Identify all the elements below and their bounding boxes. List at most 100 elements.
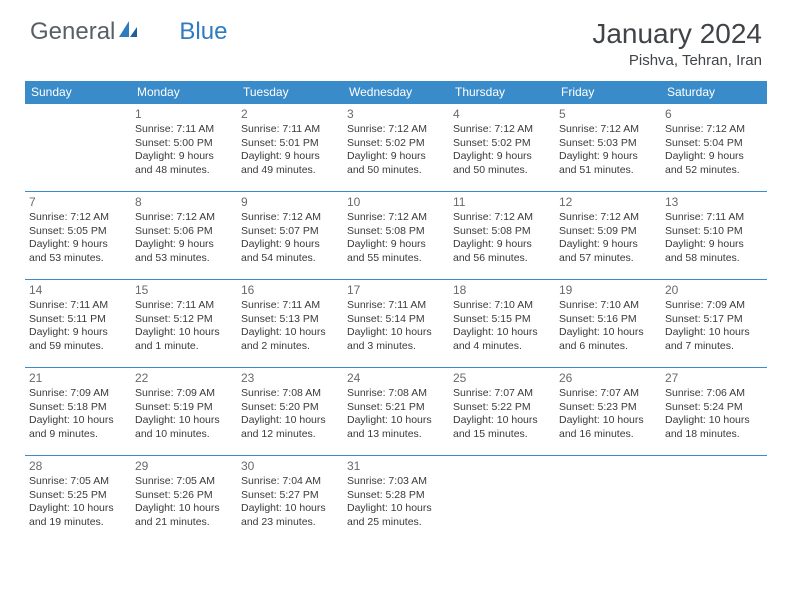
sunset-text: Sunset: 5:07 PM xyxy=(241,225,339,238)
sunset-text: Sunset: 5:00 PM xyxy=(135,137,233,150)
daylight-text: Daylight: 10 hours and 25 minutes. xyxy=(347,502,445,529)
calendar-empty-cell xyxy=(661,456,767,544)
calendar-day-cell: 3Sunrise: 7:12 AMSunset: 5:02 PMDaylight… xyxy=(343,104,449,192)
day-number: 2 xyxy=(241,107,339,122)
day-number: 19 xyxy=(559,283,657,298)
sunset-text: Sunset: 5:10 PM xyxy=(665,225,763,238)
daylight-text: Daylight: 10 hours and 16 minutes. xyxy=(559,414,657,441)
sunrise-text: Sunrise: 7:11 AM xyxy=(135,299,233,312)
day-number: 13 xyxy=(665,195,763,210)
sunset-text: Sunset: 5:09 PM xyxy=(559,225,657,238)
sunset-text: Sunset: 5:06 PM xyxy=(135,225,233,238)
sunset-text: Sunset: 5:04 PM xyxy=(665,137,763,150)
calendar-day-cell: 5Sunrise: 7:12 AMSunset: 5:03 PMDaylight… xyxy=(555,104,661,192)
calendar-day-cell: 6Sunrise: 7:12 AMSunset: 5:04 PMDaylight… xyxy=(661,104,767,192)
daylight-text: Daylight: 9 hours and 51 minutes. xyxy=(559,150,657,177)
calendar-day-cell: 18Sunrise: 7:10 AMSunset: 5:15 PMDayligh… xyxy=(449,280,555,368)
calendar-week-row: 1Sunrise: 7:11 AMSunset: 5:00 PMDaylight… xyxy=(25,104,767,192)
calendar-day-cell: 7Sunrise: 7:12 AMSunset: 5:05 PMDaylight… xyxy=(25,192,131,280)
calendar-week-row: 28Sunrise: 7:05 AMSunset: 5:25 PMDayligh… xyxy=(25,456,767,544)
sunrise-text: Sunrise: 7:12 AM xyxy=(29,211,127,224)
calendar-day-cell: 14Sunrise: 7:11 AMSunset: 5:11 PMDayligh… xyxy=(25,280,131,368)
sunrise-text: Sunrise: 7:12 AM xyxy=(241,211,339,224)
weekday-header: Tuesday xyxy=(237,81,343,104)
calendar-day-cell: 31Sunrise: 7:03 AMSunset: 5:28 PMDayligh… xyxy=(343,456,449,544)
sunrise-text: Sunrise: 7:08 AM xyxy=(347,387,445,400)
sunset-text: Sunset: 5:27 PM xyxy=(241,489,339,502)
daylight-text: Daylight: 10 hours and 3 minutes. xyxy=(347,326,445,353)
sunset-text: Sunset: 5:21 PM xyxy=(347,401,445,414)
sunset-text: Sunset: 5:13 PM xyxy=(241,313,339,326)
daylight-text: Daylight: 9 hours and 53 minutes. xyxy=(135,238,233,265)
sunrise-text: Sunrise: 7:07 AM xyxy=(559,387,657,400)
daylight-text: Daylight: 10 hours and 19 minutes. xyxy=(29,502,127,529)
day-number: 20 xyxy=(665,283,763,298)
daylight-text: Daylight: 10 hours and 21 minutes. xyxy=(135,502,233,529)
day-number: 24 xyxy=(347,371,445,386)
daylight-text: Daylight: 10 hours and 23 minutes. xyxy=(241,502,339,529)
sunrise-text: Sunrise: 7:06 AM xyxy=(665,387,763,400)
sunrise-text: Sunrise: 7:09 AM xyxy=(29,387,127,400)
sunrise-text: Sunrise: 7:07 AM xyxy=(453,387,551,400)
calendar-empty-cell xyxy=(25,104,131,192)
day-number: 25 xyxy=(453,371,551,386)
sunrise-text: Sunrise: 7:11 AM xyxy=(241,299,339,312)
daylight-text: Daylight: 10 hours and 9 minutes. xyxy=(29,414,127,441)
calendar-day-cell: 1Sunrise: 7:11 AMSunset: 5:00 PMDaylight… xyxy=(131,104,237,192)
daylight-text: Daylight: 10 hours and 7 minutes. xyxy=(665,326,763,353)
sunrise-text: Sunrise: 7:12 AM xyxy=(559,211,657,224)
weekday-header: Wednesday xyxy=(343,81,449,104)
day-number: 17 xyxy=(347,283,445,298)
day-number: 18 xyxy=(453,283,551,298)
sunrise-text: Sunrise: 7:05 AM xyxy=(135,475,233,488)
calendar-day-cell: 2Sunrise: 7:11 AMSunset: 5:01 PMDaylight… xyxy=(237,104,343,192)
daylight-text: Daylight: 9 hours and 57 minutes. xyxy=(559,238,657,265)
day-number: 31 xyxy=(347,459,445,474)
calendar-day-cell: 20Sunrise: 7:09 AMSunset: 5:17 PMDayligh… xyxy=(661,280,767,368)
weekday-header: Monday xyxy=(131,81,237,104)
calendar-day-cell: 12Sunrise: 7:12 AMSunset: 5:09 PMDayligh… xyxy=(555,192,661,280)
calendar-day-cell: 27Sunrise: 7:06 AMSunset: 5:24 PMDayligh… xyxy=(661,368,767,456)
sunset-text: Sunset: 5:25 PM xyxy=(29,489,127,502)
day-number: 26 xyxy=(559,371,657,386)
day-number: 1 xyxy=(135,107,233,122)
calendar-empty-cell xyxy=(555,456,661,544)
sunset-text: Sunset: 5:08 PM xyxy=(347,225,445,238)
day-number: 10 xyxy=(347,195,445,210)
daylight-text: Daylight: 10 hours and 4 minutes. xyxy=(453,326,551,353)
calendar-day-cell: 30Sunrise: 7:04 AMSunset: 5:27 PMDayligh… xyxy=(237,456,343,544)
day-number: 16 xyxy=(241,283,339,298)
sunset-text: Sunset: 5:11 PM xyxy=(29,313,127,326)
sunset-text: Sunset: 5:16 PM xyxy=(559,313,657,326)
daylight-text: Daylight: 9 hours and 59 minutes. xyxy=(29,326,127,353)
day-number: 3 xyxy=(347,107,445,122)
sunset-text: Sunset: 5:14 PM xyxy=(347,313,445,326)
sunrise-text: Sunrise: 7:08 AM xyxy=(241,387,339,400)
sunset-text: Sunset: 5:20 PM xyxy=(241,401,339,414)
sunset-text: Sunset: 5:15 PM xyxy=(453,313,551,326)
sunset-text: Sunset: 5:03 PM xyxy=(559,137,657,150)
day-number: 5 xyxy=(559,107,657,122)
sunset-text: Sunset: 5:22 PM xyxy=(453,401,551,414)
sunrise-text: Sunrise: 7:12 AM xyxy=(665,123,763,136)
sunset-text: Sunset: 5:02 PM xyxy=(347,137,445,150)
daylight-text: Daylight: 10 hours and 18 minutes. xyxy=(665,414,763,441)
day-number: 4 xyxy=(453,107,551,122)
sunrise-text: Sunrise: 7:12 AM xyxy=(347,123,445,136)
sunrise-text: Sunrise: 7:12 AM xyxy=(347,211,445,224)
calendar-day-cell: 22Sunrise: 7:09 AMSunset: 5:19 PMDayligh… xyxy=(131,368,237,456)
sunset-text: Sunset: 5:18 PM xyxy=(29,401,127,414)
calendar-day-cell: 9Sunrise: 7:12 AMSunset: 5:07 PMDaylight… xyxy=(237,192,343,280)
calendar-day-cell: 15Sunrise: 7:11 AMSunset: 5:12 PMDayligh… xyxy=(131,280,237,368)
weekday-header: Thursday xyxy=(449,81,555,104)
day-number: 14 xyxy=(29,283,127,298)
sunrise-text: Sunrise: 7:05 AM xyxy=(29,475,127,488)
calendar-day-cell: 19Sunrise: 7:10 AMSunset: 5:16 PMDayligh… xyxy=(555,280,661,368)
calendar-day-cell: 17Sunrise: 7:11 AMSunset: 5:14 PMDayligh… xyxy=(343,280,449,368)
daylight-text: Daylight: 9 hours and 52 minutes. xyxy=(665,150,763,177)
daylight-text: Daylight: 9 hours and 50 minutes. xyxy=(347,150,445,177)
daylight-text: Daylight: 9 hours and 53 minutes. xyxy=(29,238,127,265)
sunset-text: Sunset: 5:02 PM xyxy=(453,137,551,150)
day-number: 27 xyxy=(665,371,763,386)
day-number: 8 xyxy=(135,195,233,210)
